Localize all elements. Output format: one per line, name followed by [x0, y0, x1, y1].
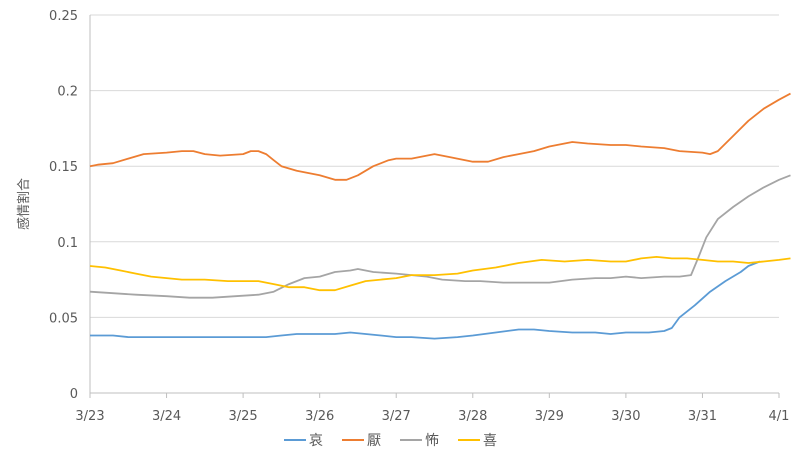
x-tick-label: 3/23	[75, 409, 104, 424]
y-tick-label: 0.1	[57, 236, 78, 251]
series-line-1	[90, 260, 761, 340]
y-tick-label: 0.2	[57, 85, 78, 100]
y-tick-label: 0.05	[49, 311, 78, 326]
legend-label: 怖	[425, 432, 439, 449]
x-tick-label: 3/31	[688, 409, 717, 424]
y-tick-label: 0.15	[49, 160, 78, 175]
legend-label: 厭	[367, 433, 381, 449]
legend: 哀厭怖喜	[284, 432, 497, 449]
y-tick-labels: 0 0.05 0.1 0.15 0.2 0.25	[49, 9, 78, 402]
axes	[89, 15, 780, 398]
series-line-2	[89, 92, 791, 181]
x-tick-label: 3/30	[611, 409, 640, 424]
x-tick-label: 3/29	[535, 409, 564, 424]
legend-label: 哀	[309, 433, 323, 449]
x-tick-label: 3/25	[229, 409, 258, 424]
x-tick-label: 4/1	[769, 409, 790, 424]
x-tick-label: 3/24	[152, 409, 181, 424]
legend-label: 喜	[483, 433, 497, 449]
y-tick-label: 0	[70, 387, 78, 402]
series-line-3	[89, 174, 791, 299]
series-lines	[89, 92, 791, 340]
x-tick-labels: 3/23 3/24 3/25 3/26 3/27 3/28 3/29 3/30 3/31 4/1	[75, 409, 789, 424]
x-tick-label: 3/28	[458, 409, 487, 424]
series-line-4	[89, 255, 791, 292]
x-tick-label: 3/27	[382, 409, 411, 424]
y-axis-title: 感情割合	[16, 178, 32, 230]
x-tick-label: 3/26	[305, 409, 334, 424]
gridlines	[90, 14, 779, 318]
y-tick-label: 0.25	[49, 9, 78, 24]
